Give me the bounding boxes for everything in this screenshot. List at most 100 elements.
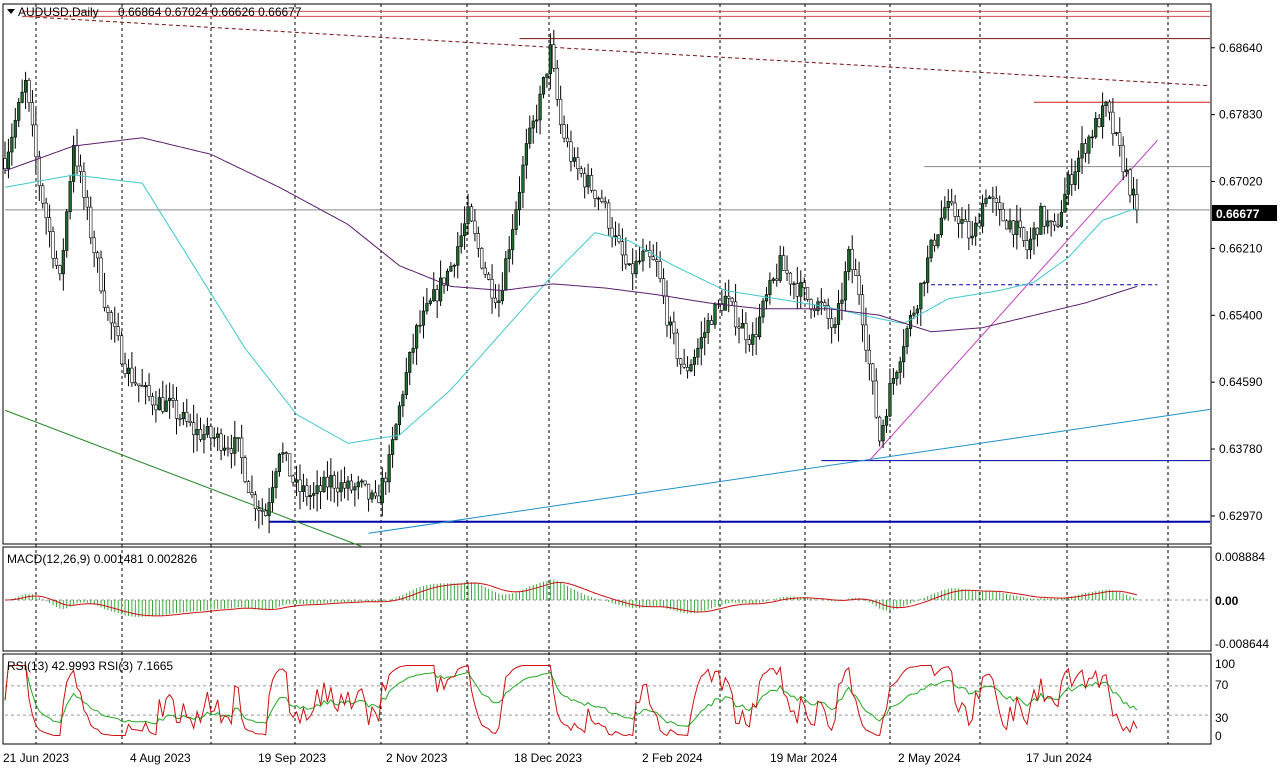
candle-body — [452, 264, 456, 267]
candle-body — [565, 137, 570, 143]
candle-body — [171, 397, 175, 401]
candle-body — [212, 437, 216, 439]
candle-body — [346, 480, 350, 489]
candle-body — [1018, 220, 1022, 228]
candle-body — [1097, 118, 1101, 127]
candle-body — [915, 308, 919, 314]
candle-body — [30, 102, 35, 126]
candle-body — [974, 222, 978, 237]
candles — [3, 29, 1139, 534]
candle-body — [449, 265, 453, 272]
candle-body — [631, 263, 635, 275]
candle-body — [277, 453, 282, 473]
candle-body — [428, 300, 432, 304]
candle-body — [222, 447, 227, 451]
candle-body — [270, 487, 275, 503]
candle-body — [593, 190, 597, 199]
candle-body — [10, 136, 14, 153]
rsi-indicator — [4, 664, 1211, 737]
candle-body — [397, 405, 402, 426]
candle-body — [298, 479, 302, 492]
ma_fast-line — [4, 174, 1138, 444]
candle-body — [216, 433, 220, 438]
rsi-tick-0: 0 — [1215, 729, 1222, 743]
candle-body — [401, 394, 405, 407]
candle-body — [85, 196, 89, 208]
candle-body — [830, 318, 834, 328]
candle-body — [281, 452, 285, 455]
candle-body — [998, 202, 1002, 210]
candle-body — [987, 196, 992, 199]
candle-body — [802, 282, 806, 288]
candle-body — [92, 237, 96, 254]
candle-body — [603, 201, 607, 204]
date-tick-label: 4 Aug 2023 — [130, 751, 191, 765]
candle-body — [75, 145, 79, 167]
date-axis: 21 Jun 2023 4 Aug 2023 19 Sep 2023 2 Nov 20… — [3, 751, 1092, 765]
candle-body — [435, 289, 439, 302]
candle-body — [1101, 105, 1105, 127]
candle-body — [1076, 157, 1081, 173]
dropdown-arrow-icon[interactable] — [7, 9, 15, 14]
candle-body — [1135, 194, 1139, 211]
candle-body — [583, 173, 587, 188]
candle-body — [980, 203, 985, 227]
candle-body — [1080, 143, 1084, 159]
date-tick-label: 19 Mar 2024 — [770, 751, 838, 765]
candle-body — [689, 364, 693, 372]
candle-body — [1094, 118, 1098, 138]
candle-body — [356, 481, 360, 488]
candle-body — [404, 372, 408, 396]
candle-body — [469, 206, 474, 222]
candle-body — [521, 164, 525, 193]
candle-body — [260, 510, 264, 512]
candle-body — [497, 300, 501, 303]
price-tick-label: 0.68640 — [1219, 41, 1263, 55]
candle-body — [713, 303, 717, 325]
macd-zero-tick: 0.00 — [1215, 594, 1239, 608]
candle-body — [912, 312, 916, 316]
price-tick-label: 0.62970 — [1219, 509, 1263, 523]
candle-body — [168, 397, 172, 402]
candle-body — [1114, 132, 1118, 135]
candle-body — [315, 485, 319, 494]
candle-body — [312, 493, 316, 496]
candle-body — [1073, 171, 1077, 185]
candle-body — [812, 309, 817, 312]
candle-body — [360, 480, 364, 483]
candle-body — [342, 482, 347, 489]
candle-body — [744, 323, 748, 341]
candle-body — [61, 250, 65, 275]
candle-body — [854, 269, 858, 276]
candle-body — [288, 453, 292, 477]
candle-body — [751, 334, 755, 345]
date-tick-label: 18 Dec 2023 — [514, 751, 582, 765]
candle-body — [150, 396, 155, 406]
candle-body — [144, 385, 148, 388]
candle-body — [264, 510, 268, 516]
candle-body — [305, 485, 309, 498]
candle-body — [675, 332, 679, 359]
candle-body — [284, 452, 288, 455]
candle-body — [236, 437, 240, 439]
candle-body — [919, 282, 923, 310]
candle-body — [89, 206, 93, 239]
candle-body — [58, 265, 62, 275]
candle-body — [490, 279, 494, 299]
candle-body — [864, 324, 868, 351]
candle-body — [874, 380, 878, 418]
candle-body — [960, 219, 964, 224]
candle-body — [291, 475, 295, 483]
candle-body — [322, 476, 326, 492]
candle-body — [905, 328, 909, 347]
candle-body — [336, 487, 340, 493]
candle-body — [54, 258, 59, 266]
candle-body — [332, 475, 336, 489]
candle-body — [816, 301, 820, 312]
candle-body — [476, 233, 480, 249]
candle-body — [847, 249, 851, 272]
candle-body — [445, 270, 450, 286]
candle-body — [1039, 205, 1043, 235]
candle-body — [737, 326, 741, 329]
